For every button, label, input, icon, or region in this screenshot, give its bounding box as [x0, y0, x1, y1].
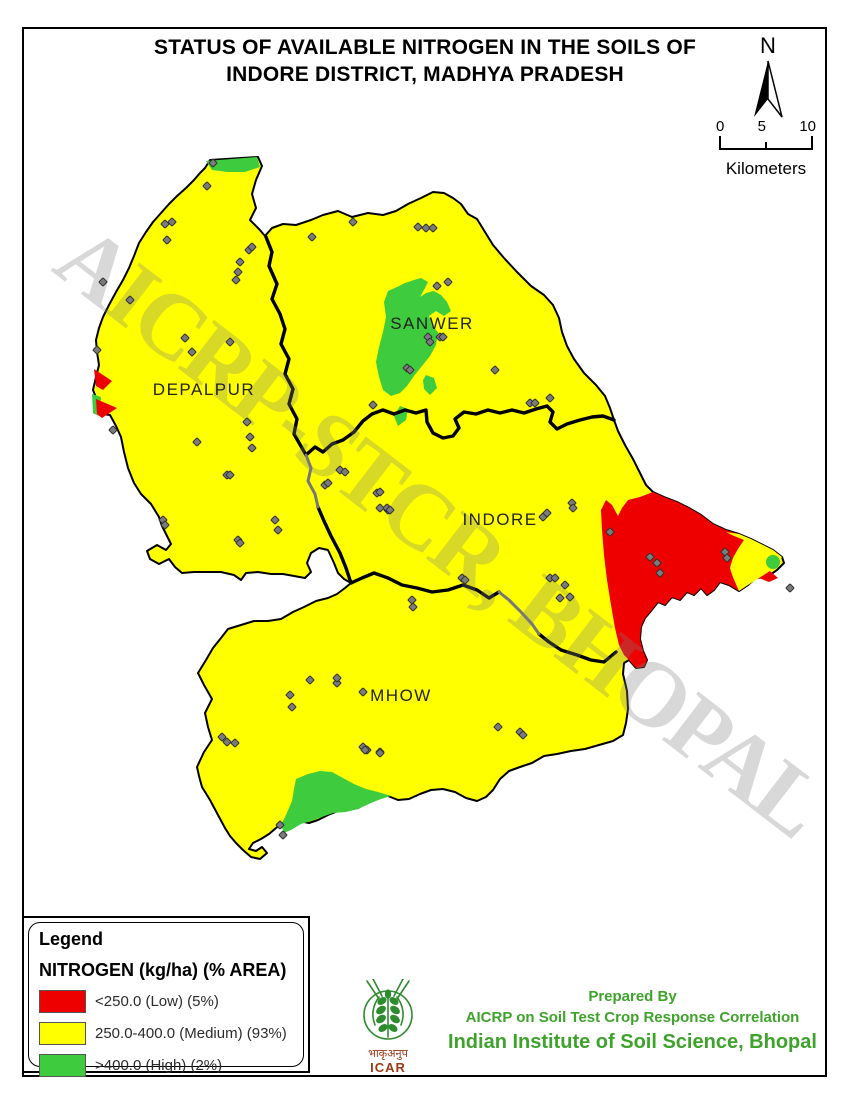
legend-swatch-low: [39, 990, 86, 1013]
legend-box: Legend NITROGEN (kg/ha) (% AREA) <250.0 …: [22, 916, 310, 1077]
scale-tick-10: 10: [799, 118, 816, 135]
scale-tick-0: 0: [716, 118, 725, 135]
scale-bar-rule: [719, 136, 813, 150]
legend-row-low: <250.0 (Low) (5%): [39, 990, 303, 1013]
icar-acronym: ICAR: [370, 1060, 406, 1075]
low-nitrogen-areas: [94, 369, 778, 668]
north-label: N: [760, 33, 776, 58]
north-arrow-icon: [754, 60, 783, 118]
label-mhow: MHOW: [370, 686, 432, 705]
tehsil-boundary-gray-segments: [304, 453, 541, 636]
label-indore: INDORE: [462, 510, 537, 529]
legend-row-medium: 250.0-400.0 (Medium) (93%): [39, 1022, 303, 1045]
scale-unit: Kilometers: [725, 159, 807, 178]
east-yellow-pocket: [726, 532, 782, 591]
label-depalpur: DEPALPUR: [153, 380, 255, 399]
title-line1: STATUS OF AVAILABLE NITROGEN IN THE SOIL…: [154, 36, 696, 59]
label-sanwer: SANWER: [390, 314, 474, 333]
page-title: STATUS OF AVAILABLE NITROGEN IN THE SOIL…: [60, 34, 790, 88]
legend-swatch-high: [39, 1054, 86, 1077]
legend-label-high: >400.0 (High) (2%): [95, 1057, 223, 1074]
legend-row-high: >400.0 (High) (2%): [39, 1054, 303, 1077]
legend-inner-frame: Legend NITROGEN (kg/ha) (% AREA) <250.0 …: [28, 922, 304, 1077]
legend-label-medium: 250.0-400.0 (Medium) (93%): [95, 1025, 287, 1042]
institute: Indian Institute of Soil Science, Bhopal: [448, 1031, 817, 1053]
legend-title: Legend: [39, 929, 104, 949]
prepared-by: Prepared By: [588, 988, 677, 1005]
tehsil-boundaries: [264, 235, 618, 664]
tehsil-labels: SANWER DEPALPUR INDORE MHOW: [153, 314, 537, 705]
legend-heading: NITROGEN (kg/ha) (% AREA): [39, 960, 287, 980]
north-arrow: N: [738, 33, 798, 126]
scale-tick-5: 5: [757, 118, 766, 135]
title-line2: INDORE DISTRICT, MADHYA PRADESH: [226, 63, 624, 86]
icar-hindi-text: भाकृअनुप: [368, 1048, 408, 1060]
icar-logo: भाकृअनुप ICAR: [352, 978, 424, 1075]
legend-label-low: <250.0 (Low) (5%): [95, 993, 219, 1010]
organisation: AICRP on Soil Test Crop Response Correla…: [465, 1009, 800, 1026]
sample-points: [92, 158, 795, 840]
east-green-spot: [766, 555, 780, 569]
legend-swatch-medium: [39, 1022, 86, 1045]
high-nitrogen-areas: [92, 157, 451, 833]
scale-bar: 0 5 10 Kilometers: [706, 118, 826, 179]
icar-logo-icon: [363, 978, 413, 1040]
credits-block: Prepared By AICRP on Soil Test Crop Resp…: [420, 988, 845, 1054]
